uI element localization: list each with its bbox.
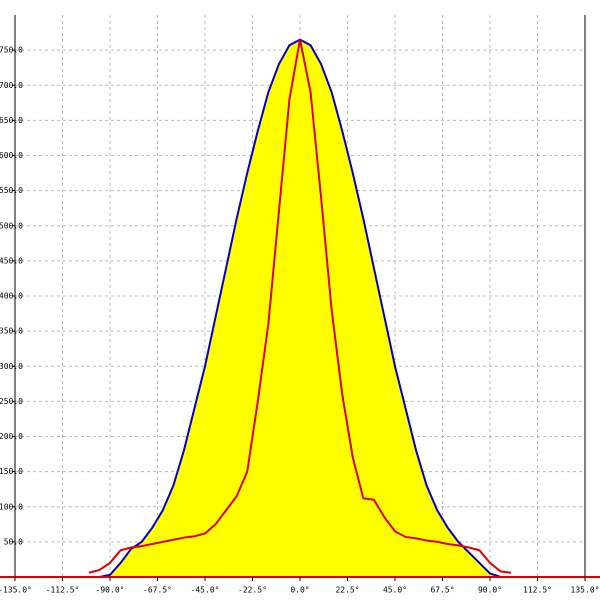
labels: 50.0 100.0 150.0 200.0 250.0 300.0 350.0 400.0 4… bbox=[0, 46, 599, 595]
x-tick-label: 45.0° bbox=[383, 586, 407, 595]
y-tick-label: 150.0 bbox=[0, 467, 23, 476]
y-tick-label: 550.0 bbox=[0, 186, 23, 195]
y-tick-label: 50.0 bbox=[4, 537, 23, 546]
y-tick-label: 450.0 bbox=[0, 256, 23, 265]
y-tick-label: 750.0 bbox=[0, 46, 23, 55]
x-tick-label: 90.0° bbox=[478, 586, 502, 595]
y-tick-label: 400.0 bbox=[0, 292, 23, 301]
y-tick-label: 650.0 bbox=[0, 116, 23, 125]
x-tick-label: 112.5° bbox=[523, 586, 552, 595]
area bbox=[88, 39, 512, 577]
x-tick-label: 22.5° bbox=[335, 586, 359, 595]
x-tick-label: -112.5° bbox=[46, 586, 80, 595]
line bbox=[88, 39, 512, 574]
x-tick-label: -45.0° bbox=[191, 586, 220, 595]
x-tick-label: -90.0° bbox=[96, 586, 125, 595]
y-tick-label: 700.0 bbox=[0, 81, 23, 90]
x-tick-label: -22.5° bbox=[238, 586, 267, 595]
y-tick-label: 350.0 bbox=[0, 327, 23, 336]
y-tick-label: 500.0 bbox=[0, 221, 23, 230]
plot bbox=[88, 38, 512, 578]
y-tick-label: 250.0 bbox=[0, 397, 23, 406]
x-tick-label: 0.0° bbox=[290, 586, 309, 595]
y-tick-label: 100.0 bbox=[0, 502, 23, 511]
y-tick-label: 200.0 bbox=[0, 432, 23, 441]
x-tick-label: -135.0° bbox=[0, 586, 32, 595]
x-tick-label: 67.5° bbox=[430, 586, 454, 595]
x-tick-label: 135.0° bbox=[571, 586, 600, 595]
x-tick-label: -67.5° bbox=[143, 586, 172, 595]
y-tick-label: 300.0 bbox=[0, 362, 23, 371]
y-tick-label: 600.0 bbox=[0, 151, 23, 160]
